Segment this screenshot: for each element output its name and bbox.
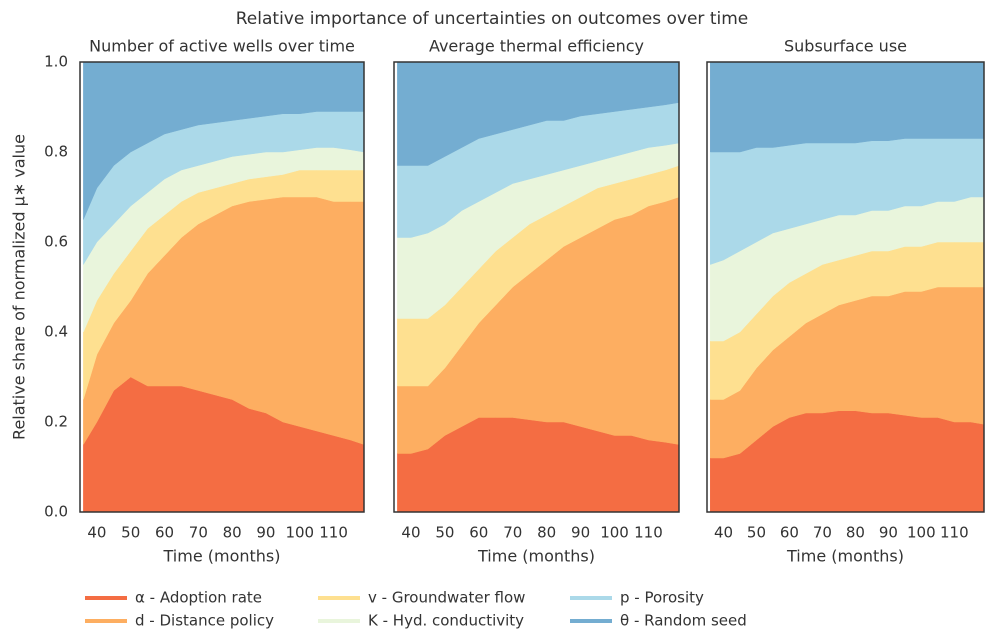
panel-title: Average thermal efficiency [429, 37, 644, 56]
y-tick-label: 0.6 [44, 233, 68, 251]
panel-title: Number of active wells over time [89, 37, 355, 56]
x-tick-label: 70 [189, 524, 208, 542]
legend-label: K - Hyd. conductivity [368, 612, 524, 630]
x-tick-label: 50 [121, 524, 140, 542]
x-tick-label: 110 [940, 524, 969, 542]
x-axis-label: Time (months) [163, 547, 281, 566]
x-tick-label: 60 [469, 524, 488, 542]
y-tick-label: 0.2 [44, 413, 68, 431]
x-tick-label: 110 [634, 524, 663, 542]
x-tick-label: 90 [879, 524, 898, 542]
plot-frame [706, 61, 985, 513]
figure-title: Relative importance of uncertainties on … [236, 9, 748, 29]
x-tick-label: 80 [537, 524, 556, 542]
legend-label: α - Adoption rate [135, 589, 262, 607]
x-tick-label: 40 [714, 524, 733, 542]
x-tick-label: 60 [155, 524, 174, 542]
y-tick-label: 0.4 [44, 323, 68, 341]
x-axis-label: Time (months) [477, 547, 595, 566]
y-tick-label: 0.8 [44, 143, 68, 161]
plot-frame [393, 61, 680, 513]
x-tick-label: 60 [780, 524, 799, 542]
x-tick-label: 100 [600, 524, 629, 542]
legend-label: d - Distance policy [135, 612, 274, 630]
x-tick-label: 110 [319, 524, 348, 542]
x-tick-label: 100 [285, 524, 314, 542]
x-tick-label: 40 [401, 524, 420, 542]
x-tick-label: 70 [813, 524, 832, 542]
y-axis-label: Relative share of normalized μ∗ value [10, 134, 29, 440]
x-tick-label: 90 [571, 524, 590, 542]
y-tick-label: 0.0 [44, 503, 68, 521]
x-axis-label: Time (months) [786, 547, 904, 566]
plot-frame [79, 61, 365, 513]
x-tick-label: 50 [435, 524, 454, 542]
legend-label: v - Groundwater flow [368, 589, 525, 607]
legend-label: p - Porosity [620, 589, 704, 607]
x-tick-label: 80 [846, 524, 865, 542]
x-tick-label: 100 [907, 524, 936, 542]
legend-label: θ - Random seed [620, 612, 747, 630]
x-tick-label: 70 [503, 524, 522, 542]
y-tick-label: 1.0 [44, 53, 68, 71]
area [710, 61, 985, 153]
x-tick-label: 90 [256, 524, 275, 542]
panel-title: Subsurface use [784, 37, 907, 56]
x-tick-label: 80 [223, 524, 242, 542]
x-tick-label: 40 [87, 524, 106, 542]
x-tick-label: 50 [747, 524, 766, 542]
